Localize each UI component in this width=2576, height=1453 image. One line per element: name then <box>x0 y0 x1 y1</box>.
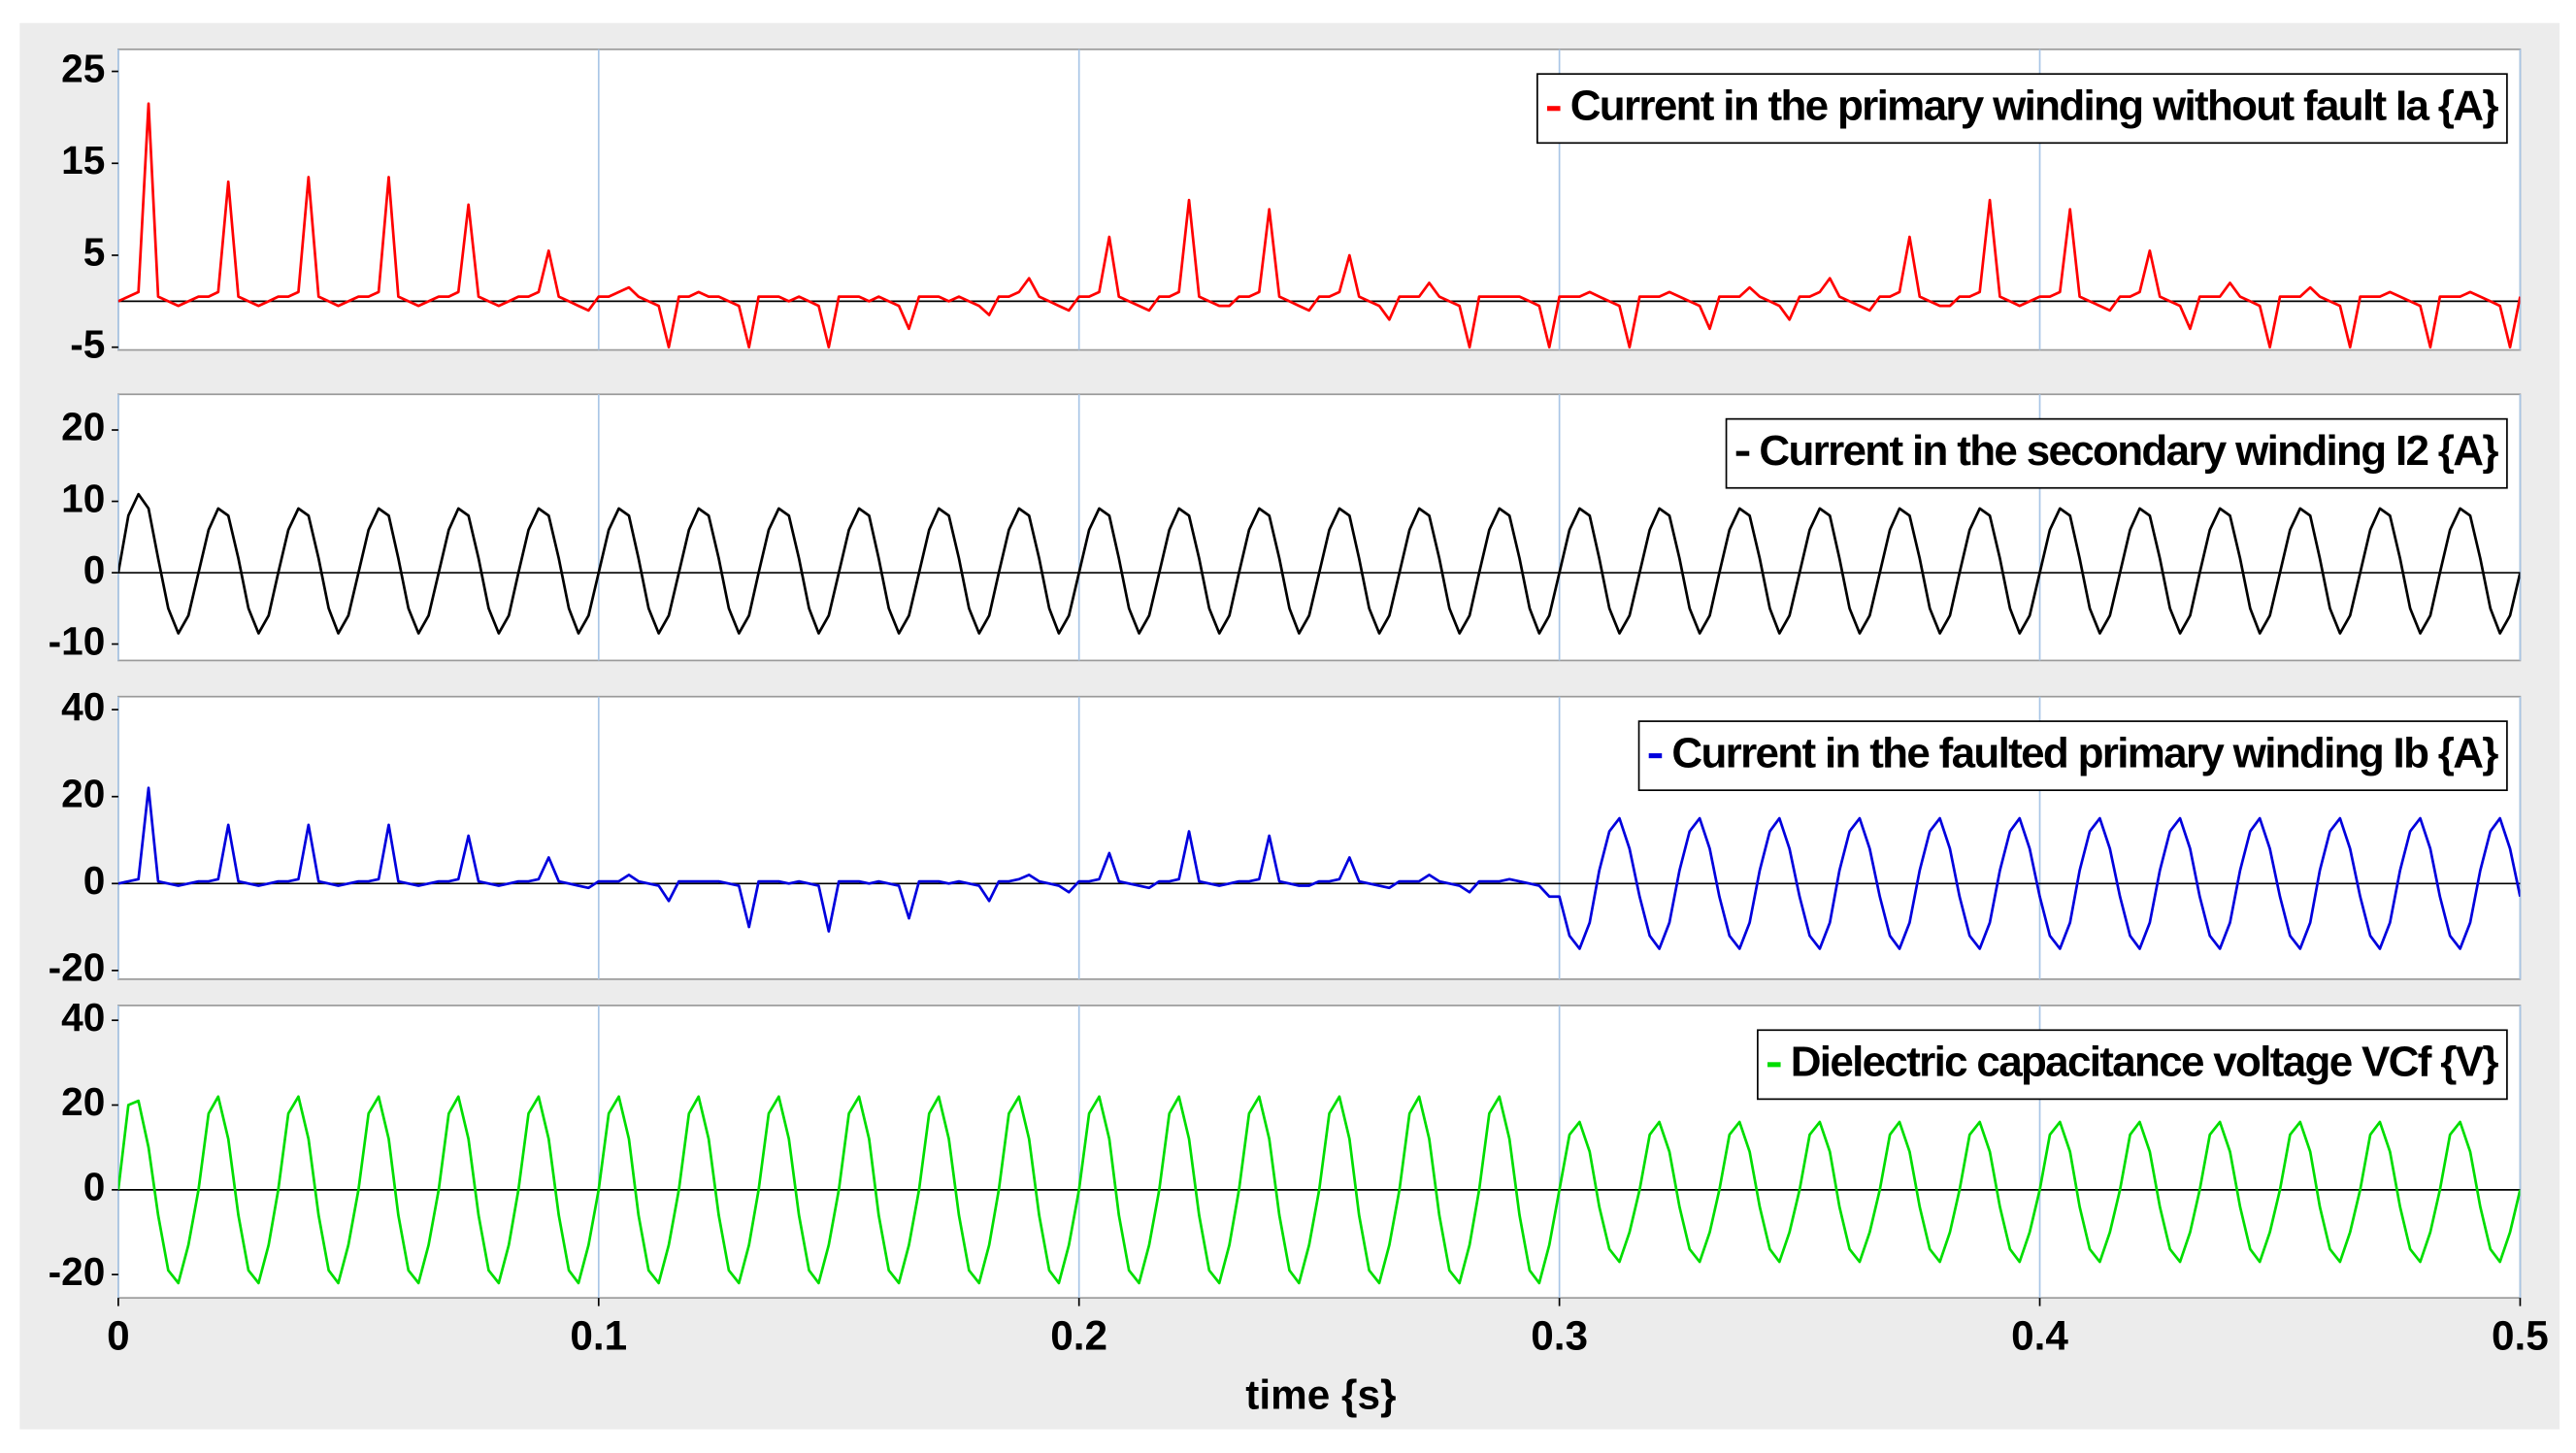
y-tick-label: 5 <box>83 230 106 275</box>
x-tick-label: 0.2 <box>1050 1313 1107 1359</box>
legend-label: Dielectric capacitance voltage VCf {V} <box>1791 1038 2499 1085</box>
legend-box <box>1536 73 2508 145</box>
y-tick-label: -20 <box>49 945 106 990</box>
y-tick-label: 40 <box>61 995 105 1040</box>
legend-label: Current in the primary winding without f… <box>1570 82 2499 129</box>
y-tick-label: 20 <box>61 405 105 449</box>
series-line <box>117 786 2521 950</box>
x-tick-label: 0.4 <box>2011 1313 2068 1359</box>
legend-box <box>1725 417 2508 489</box>
y-tick-label: 40 <box>61 684 105 729</box>
series-line <box>117 102 2521 349</box>
legend: Dielectric capacitance voltage VCf {V} <box>1757 1029 2508 1101</box>
legend: Current in the faulted primary winding I… <box>1637 720 2508 792</box>
x-tick-label: 0.1 <box>570 1313 627 1359</box>
x-tick-label: 0.3 <box>1531 1313 1588 1359</box>
y-tick-label: 15 <box>61 138 105 182</box>
legend-box <box>1757 1029 2508 1101</box>
y-tick-label: -5 <box>70 321 105 366</box>
legend-label: Current in the secondary winding I2 {A} <box>1759 427 2498 475</box>
y-tick-label: -20 <box>49 1249 106 1294</box>
y-tick-label: 20 <box>61 1079 105 1124</box>
y-tick-label: 0 <box>83 858 106 903</box>
legend-label: Current in the faulted primary winding I… <box>1671 729 2498 776</box>
x-tick-label: 0.5 <box>2492 1313 2549 1359</box>
y-tick-label: 25 <box>61 46 105 90</box>
y-tick-label: 0 <box>83 1165 106 1209</box>
y-tick-label: 0 <box>83 547 106 592</box>
y-tick-label: 10 <box>61 476 105 520</box>
series-line <box>117 492 2521 635</box>
y-tick-label: 20 <box>61 771 105 815</box>
x-tick-label: 0 <box>107 1313 130 1359</box>
y-tick-label: -10 <box>49 618 106 663</box>
legend: Current in the primary winding without f… <box>1536 73 2508 145</box>
legend: Current in the secondary winding I2 {A} <box>1725 417 2508 489</box>
series-line <box>117 1095 2521 1285</box>
x-axis-label: time {s} <box>1245 1372 1396 1418</box>
legend-box <box>1637 720 2508 792</box>
